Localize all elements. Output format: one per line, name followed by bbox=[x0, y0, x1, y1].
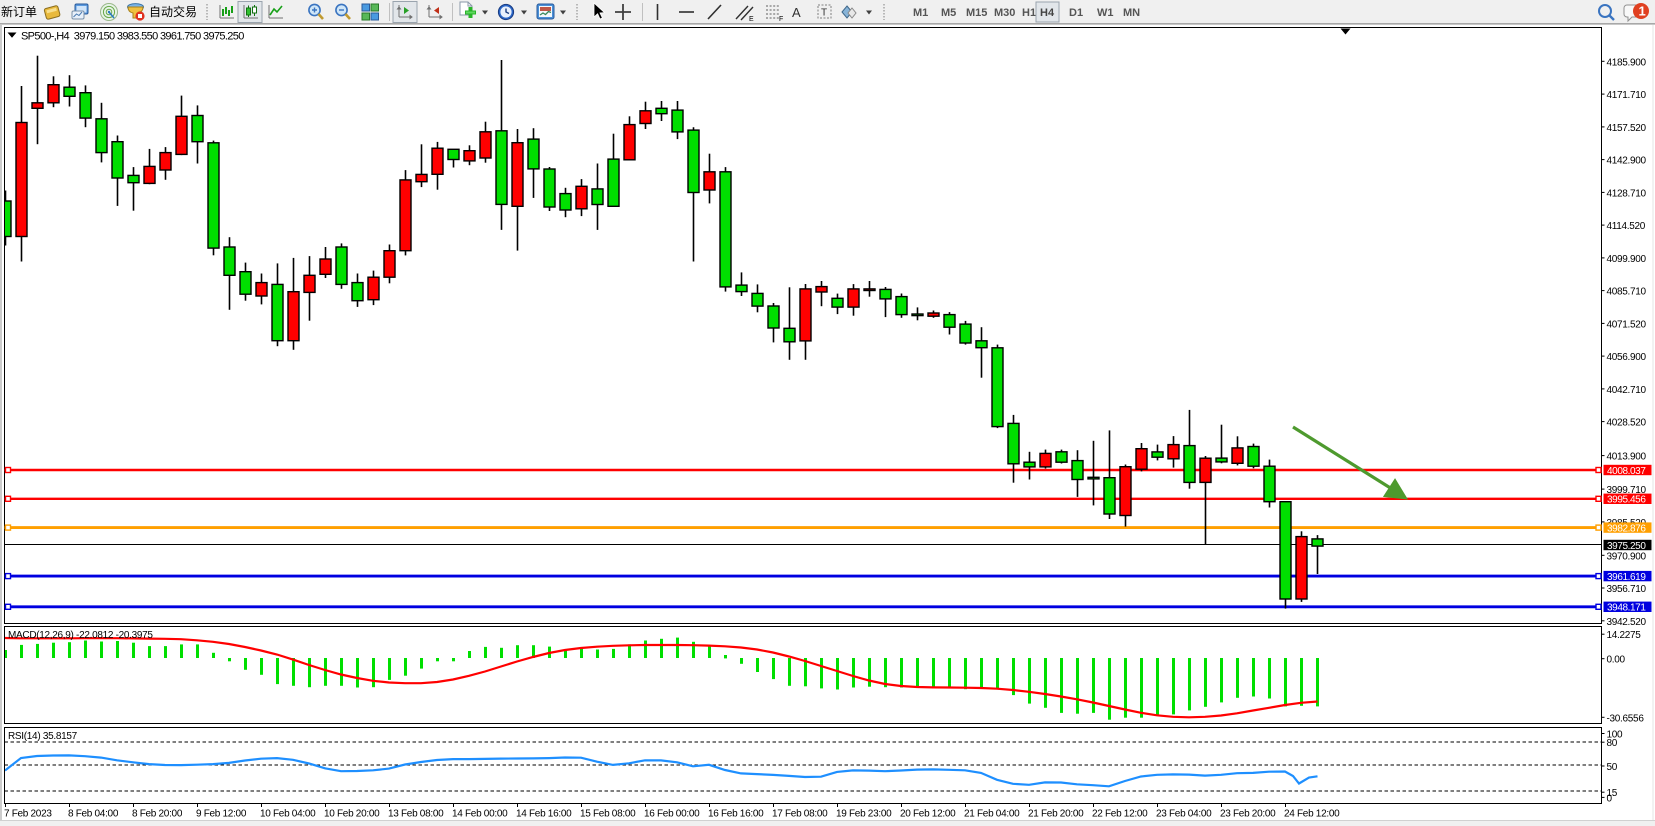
svg-text:20 Feb 12:00: 20 Feb 12:00 bbox=[900, 809, 956, 820]
svg-text:16 Feb 16:00: 16 Feb 16:00 bbox=[708, 809, 764, 820]
svg-text:3956.710: 3956.710 bbox=[1607, 584, 1647, 595]
svg-text:7 Feb 2023: 7 Feb 2023 bbox=[4, 809, 52, 820]
svg-text:4185.900: 4185.900 bbox=[1607, 57, 1647, 68]
svg-text:23 Feb 04:00: 23 Feb 04:00 bbox=[1156, 809, 1212, 820]
svg-text:3948.171: 3948.171 bbox=[1607, 603, 1646, 614]
svg-text:-30.6556: -30.6556 bbox=[1607, 713, 1645, 724]
svg-text:M30: M30 bbox=[994, 7, 1015, 19]
svg-text:3975.250: 3975.250 bbox=[1607, 541, 1646, 552]
svg-text:15 Feb 08:00: 15 Feb 08:00 bbox=[580, 809, 636, 820]
svg-text:23 Feb 20:00: 23 Feb 20:00 bbox=[1220, 809, 1276, 820]
svg-text:3961.619: 3961.619 bbox=[1607, 572, 1646, 583]
svg-text:0.00: 0.00 bbox=[1607, 655, 1626, 666]
svg-text:14.2275: 14.2275 bbox=[1607, 630, 1642, 641]
svg-text:SP500-,H4 3979.150 3983.550 3: SP500-,H4 3979.150 3983.550 3961.750 397… bbox=[21, 31, 244, 43]
svg-text:13 Feb 08:00: 13 Feb 08:00 bbox=[388, 809, 444, 820]
svg-text:17 Feb 08:00: 17 Feb 08:00 bbox=[772, 809, 828, 820]
svg-text:E: E bbox=[749, 16, 754, 23]
svg-text:0: 0 bbox=[1607, 793, 1613, 804]
svg-text:A: A bbox=[792, 5, 801, 20]
svg-text:M5: M5 bbox=[941, 7, 956, 19]
svg-text:14 Feb 00:00: 14 Feb 00:00 bbox=[452, 809, 508, 820]
svg-text:3970.900: 3970.900 bbox=[1607, 551, 1647, 562]
svg-text:T: T bbox=[821, 8, 827, 19]
svg-text:50: 50 bbox=[1607, 762, 1618, 773]
svg-text:新订单: 新订单 bbox=[1, 4, 37, 19]
svg-text:自动交易: 自动交易 bbox=[149, 4, 197, 19]
svg-text:D1: D1 bbox=[1069, 7, 1083, 19]
svg-text:3999.710: 3999.710 bbox=[1607, 485, 1647, 496]
svg-text:4128.710: 4128.710 bbox=[1607, 188, 1647, 199]
svg-text:4008.037: 4008.037 bbox=[1607, 466, 1646, 477]
svg-text:4028.520: 4028.520 bbox=[1607, 418, 1647, 429]
svg-text:21 Feb 04:00: 21 Feb 04:00 bbox=[964, 809, 1020, 820]
svg-text:4056.900: 4056.900 bbox=[1607, 352, 1647, 363]
svg-text:MN: MN bbox=[1123, 7, 1140, 19]
svg-text:80: 80 bbox=[1607, 738, 1618, 749]
svg-text:22 Feb 12:00: 22 Feb 12:00 bbox=[1092, 809, 1148, 820]
svg-text:M15: M15 bbox=[966, 7, 987, 19]
svg-text:1: 1 bbox=[1639, 4, 1646, 19]
svg-text:10 Feb 04:00: 10 Feb 04:00 bbox=[260, 809, 316, 820]
svg-text:W1: W1 bbox=[1097, 7, 1114, 19]
svg-text:4142.900: 4142.900 bbox=[1607, 156, 1647, 167]
svg-text:MACD(12,26,9) -22.0812 -20.397: MACD(12,26,9) -22.0812 -20.3975 bbox=[8, 630, 153, 641]
svg-text:3942.520: 3942.520 bbox=[1607, 617, 1647, 628]
svg-text:4099.900: 4099.900 bbox=[1607, 254, 1647, 265]
svg-text:16 Feb 00:00: 16 Feb 00:00 bbox=[644, 809, 700, 820]
svg-text:8 Feb 20:00: 8 Feb 20:00 bbox=[132, 809, 183, 820]
svg-text:H4: H4 bbox=[1040, 7, 1055, 19]
svg-text:4042.710: 4042.710 bbox=[1607, 385, 1647, 396]
svg-text:3995.456: 3995.456 bbox=[1607, 495, 1646, 506]
svg-text:10 Feb 20:00: 10 Feb 20:00 bbox=[324, 809, 380, 820]
svg-text:4071.520: 4071.520 bbox=[1607, 319, 1647, 330]
svg-text:4157.520: 4157.520 bbox=[1607, 123, 1647, 134]
svg-text:100: 100 bbox=[1607, 730, 1624, 741]
svg-text:24 Feb 12:00: 24 Feb 12:00 bbox=[1284, 809, 1340, 820]
svg-text:9 Feb 12:00: 9 Feb 12:00 bbox=[196, 809, 247, 820]
svg-text:14 Feb 16:00: 14 Feb 16:00 bbox=[516, 809, 572, 820]
svg-text:4013.900: 4013.900 bbox=[1607, 452, 1647, 463]
svg-text:4114.520: 4114.520 bbox=[1607, 221, 1646, 232]
svg-text:4085.710: 4085.710 bbox=[1607, 287, 1647, 298]
svg-text:15: 15 bbox=[1607, 788, 1618, 799]
svg-text:F: F bbox=[779, 16, 783, 23]
svg-text:RSI(14) 35.8157: RSI(14) 35.8157 bbox=[8, 731, 78, 742]
svg-text:H1: H1 bbox=[1022, 7, 1036, 19]
svg-text:M1: M1 bbox=[913, 7, 928, 19]
svg-text:4171.710: 4171.710 bbox=[1607, 90, 1647, 101]
svg-text:21 Feb 20:00: 21 Feb 20:00 bbox=[1028, 809, 1084, 820]
svg-text:8 Feb 04:00: 8 Feb 04:00 bbox=[68, 809, 119, 820]
svg-text:19 Feb 23:00: 19 Feb 23:00 bbox=[836, 809, 892, 820]
svg-text:3982.876: 3982.876 bbox=[1607, 523, 1646, 534]
